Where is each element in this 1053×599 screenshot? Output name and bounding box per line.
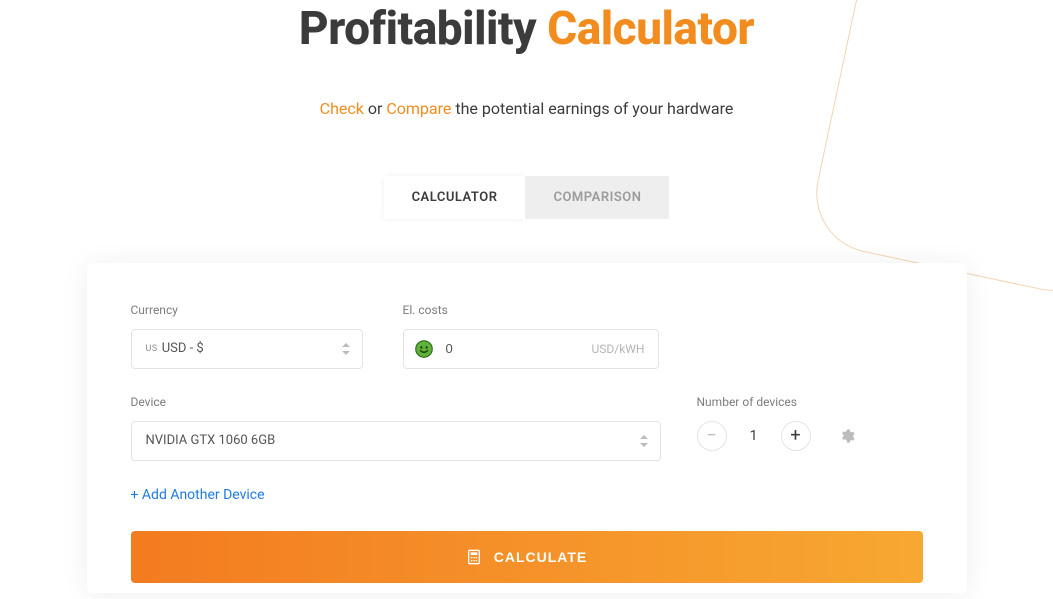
- subtitle-rest: the potential earnings of your hardware: [451, 99, 733, 118]
- currency-field: Currency us USD - $: [131, 303, 363, 369]
- chevron-sort-icon: [342, 343, 350, 355]
- device-select[interactable]: NVIDIA GTX 1060 6GB: [131, 421, 661, 461]
- device-label: Device: [131, 395, 661, 409]
- currency-value: USD - $: [162, 341, 204, 356]
- row-currency-elcosts: Currency us USD - $ El. costs: [131, 303, 923, 369]
- el-costs-field: El. costs USD/kWH: [403, 303, 659, 369]
- currency-prefix: us: [146, 344, 158, 354]
- title-part-2: Calculator: [547, 2, 754, 56]
- device-field: Device NVIDIA GTX 1060 6GB: [131, 395, 661, 461]
- currency-select[interactable]: us USD - $: [131, 329, 363, 369]
- tabs: CALCULATOR COMPARISON: [0, 176, 1053, 219]
- smiley-icon: [415, 340, 433, 358]
- page: Profitability Calculator Check or Compar…: [0, 4, 1053, 593]
- title-part-1: Profitability: [299, 2, 547, 56]
- calculate-button[interactable]: CALCULATE: [131, 531, 923, 583]
- el-costs-input-wrap: USD/kWH: [403, 329, 659, 369]
- el-costs-unit: USD/kWH: [591, 342, 644, 356]
- tab-comparison[interactable]: COMPARISON: [525, 176, 669, 219]
- subtitle-link-compare[interactable]: Compare: [386, 99, 451, 118]
- page-title: Profitability Calculator: [0, 4, 1053, 55]
- tab-calculator[interactable]: CALCULATOR: [384, 176, 526, 219]
- gear-icon: [839, 428, 855, 444]
- row-device: Device NVIDIA GTX 1060 6GB Number of dev…: [131, 395, 923, 461]
- num-devices-label: Number of devices: [697, 395, 855, 409]
- num-devices-value: 1: [737, 428, 771, 444]
- currency-label: Currency: [131, 303, 363, 317]
- quantity-stepper: − 1 +: [697, 421, 855, 451]
- subtitle: Check or Compare the potential earnings …: [0, 99, 1053, 118]
- el-costs-label: El. costs: [403, 303, 659, 317]
- device-value: NVIDIA GTX 1060 6GB: [146, 433, 276, 448]
- subtitle-sep: or: [364, 99, 386, 118]
- calculator-icon: [466, 549, 482, 565]
- increment-button[interactable]: +: [781, 421, 811, 451]
- chevron-sort-icon: [640, 435, 648, 447]
- num-devices-field: Number of devices − 1 +: [697, 395, 855, 451]
- subtitle-link-check[interactable]: Check: [320, 99, 364, 118]
- add-device-link[interactable]: + Add Another Device: [131, 487, 923, 503]
- calculate-label: CALCULATE: [494, 549, 588, 565]
- calculator-card: Currency us USD - $ El. costs: [87, 263, 967, 593]
- decrement-button[interactable]: −: [697, 421, 727, 451]
- settings-button[interactable]: [839, 428, 855, 444]
